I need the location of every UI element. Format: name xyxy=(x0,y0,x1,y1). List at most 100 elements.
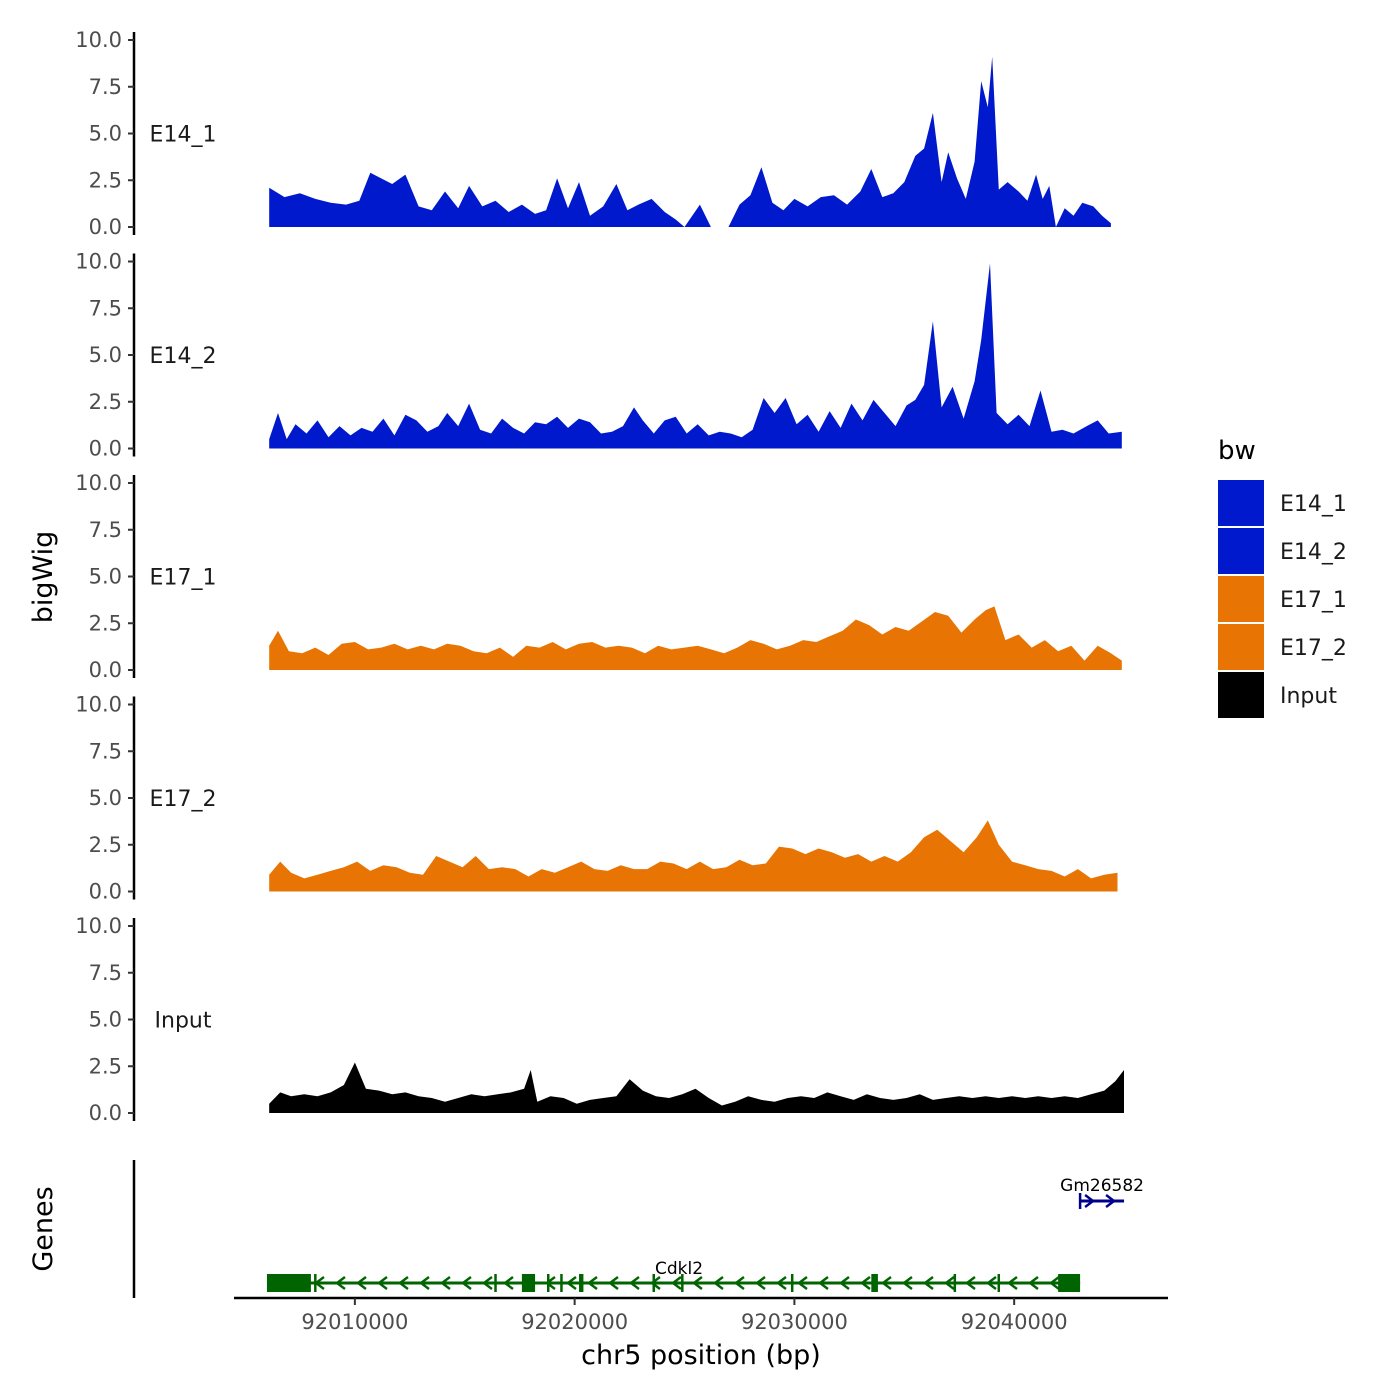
x-axis: 92010000 92020000 92030000 92040000 xyxy=(234,1296,1168,1334)
legend-entry-E14_2: E14_2 xyxy=(1218,528,1347,574)
bigwig-tracks: 0.0 2.5 5.0 7.5 10.0 E14_1 0.0 2.5 5.0 7.5 10.0 E14… xyxy=(75,28,1124,1125)
strand-chevron xyxy=(1006,1276,1018,1290)
strand-chevron xyxy=(439,1276,451,1290)
strand-chevron xyxy=(460,1276,472,1290)
track-label-Input: Input xyxy=(155,1009,212,1034)
strand-chevron xyxy=(691,1276,703,1290)
strand-chevron xyxy=(1027,1276,1039,1290)
y-tick-label: 0.0 xyxy=(89,658,122,682)
y-tick-label: 7.5 xyxy=(89,296,122,320)
y-tick-label: 7.5 xyxy=(89,961,122,985)
legend: bw E14_1 E14_2 E17_1 E17_2 Input xyxy=(1218,436,1347,718)
exon-block xyxy=(266,1274,311,1292)
y-tick-label: 5.0 xyxy=(89,786,122,810)
strand-chevron xyxy=(502,1276,514,1290)
y-tick-label: 0.0 xyxy=(89,215,122,239)
track-panel-Input: 0.0 2.5 5.0 7.5 10.0 Input xyxy=(75,914,1124,1125)
legend-swatch xyxy=(1218,576,1264,622)
exon-block xyxy=(1058,1274,1081,1292)
strand-chevron xyxy=(754,1276,766,1290)
legend-entry-Input: Input xyxy=(1218,672,1337,718)
legend-swatch xyxy=(1218,528,1264,574)
gene-label-Cdkl2: Cdkl2 xyxy=(655,1259,703,1279)
strand-chevron xyxy=(628,1276,640,1290)
y-tick-label: 10.0 xyxy=(75,471,122,495)
y-tick-label: 10.0 xyxy=(75,28,122,52)
exon-block xyxy=(521,1274,536,1292)
strand-chevron xyxy=(901,1276,913,1290)
y-tick-label: 0.0 xyxy=(89,1101,122,1125)
y-tick-label: 2.5 xyxy=(89,1054,122,1078)
legend-entry-E14_1: E14_1 xyxy=(1218,480,1347,526)
signal-area-E17_1 xyxy=(269,606,1122,670)
strand-chevron xyxy=(649,1276,661,1290)
y-tick-label: 7.5 xyxy=(89,75,122,99)
exon-block xyxy=(871,1274,878,1292)
legend-entry-E17_2: E17_2 xyxy=(1218,624,1347,670)
y-tick-label: 10.0 xyxy=(75,914,122,938)
exon-block xyxy=(579,1274,584,1292)
y-tick-label: 5.0 xyxy=(89,565,122,589)
y-tick-label: 5.0 xyxy=(89,1008,122,1032)
y-tick-label: 0.0 xyxy=(89,880,122,904)
strand-chevron xyxy=(544,1276,556,1290)
y-tick-label: 10.0 xyxy=(75,693,122,717)
signal-area-E14_1 xyxy=(269,56,1111,227)
strand-chevron xyxy=(796,1276,808,1290)
y-tick-label: 2.5 xyxy=(89,833,122,857)
y-tick-label: 2.5 xyxy=(89,168,122,192)
strand-chevron xyxy=(481,1276,493,1290)
strand-chevron xyxy=(880,1276,892,1290)
y-axis-title-genes: Genes xyxy=(28,1186,59,1271)
strand-chevron xyxy=(775,1276,787,1290)
y-tick-label: 0.0 xyxy=(89,437,122,461)
track-panel-E14_2: 0.0 2.5 5.0 7.5 10.0 E14_2 xyxy=(75,250,1122,461)
strand-chevron xyxy=(355,1276,367,1290)
strand-chevron xyxy=(586,1276,598,1290)
track-label-E17_1: E17_1 xyxy=(150,566,217,591)
track-panel-E17_2: 0.0 2.5 5.0 7.5 10.0 E17_2 xyxy=(75,693,1118,904)
signal-area-E17_2 xyxy=(269,820,1118,892)
legend-label: E17_1 xyxy=(1280,588,1347,613)
y-tick-label: 2.5 xyxy=(89,611,122,635)
signal-area-E14_2 xyxy=(269,263,1122,449)
gene-Cdkl2: Cdkl2 xyxy=(266,1259,1081,1292)
strand-chevron xyxy=(985,1276,997,1290)
strand-chevron xyxy=(397,1276,409,1290)
y-axis-title-bigwig: bigWig xyxy=(28,531,59,624)
x-tick-label: 92040000 xyxy=(961,1310,1068,1334)
y-tick-label: 10.0 xyxy=(75,250,122,274)
strand-chevron xyxy=(712,1276,724,1290)
strand-chevron xyxy=(1084,1194,1096,1208)
track-label-E14_2: E14_2 xyxy=(150,344,217,369)
strand-chevron xyxy=(1048,1276,1060,1290)
strand-chevron xyxy=(418,1276,430,1290)
y-tick-label: 7.5 xyxy=(89,739,122,763)
strand-chevron xyxy=(838,1276,850,1290)
signal-area-Input xyxy=(269,1062,1124,1113)
legend-label: E14_1 xyxy=(1280,492,1347,517)
legend-swatch xyxy=(1218,624,1264,670)
legend-label: E17_2 xyxy=(1280,636,1347,661)
x-axis-title: chr5 position (bp) xyxy=(581,1340,821,1371)
strand-chevron xyxy=(964,1276,976,1290)
strand-chevron xyxy=(1105,1194,1117,1208)
strand-chevron xyxy=(859,1276,871,1290)
strand-chevron xyxy=(334,1276,346,1290)
legend-label: Input xyxy=(1280,684,1337,709)
gene-label-Gm26582: Gm26582 xyxy=(1060,1176,1144,1196)
strand-chevron xyxy=(607,1276,619,1290)
strand-chevron xyxy=(670,1276,682,1290)
track-panel-E17_1: 0.0 2.5 5.0 7.5 10.0 E17_1 xyxy=(75,471,1122,682)
y-tick-label: 5.0 xyxy=(89,343,122,367)
legend-title: bw xyxy=(1218,436,1256,466)
legend-swatch xyxy=(1218,480,1264,526)
y-tick-label: 7.5 xyxy=(89,518,122,542)
track-label-E17_2: E17_2 xyxy=(150,787,217,812)
y-tick-label: 2.5 xyxy=(89,390,122,414)
gene-annotation-track: Cdkl2 Gm26582 xyxy=(132,1160,1144,1298)
track-panel-E14_1: 0.0 2.5 5.0 7.5 10.0 E14_1 xyxy=(75,28,1111,239)
legend-label: E14_2 xyxy=(1280,540,1347,565)
strand-chevron xyxy=(565,1276,577,1290)
